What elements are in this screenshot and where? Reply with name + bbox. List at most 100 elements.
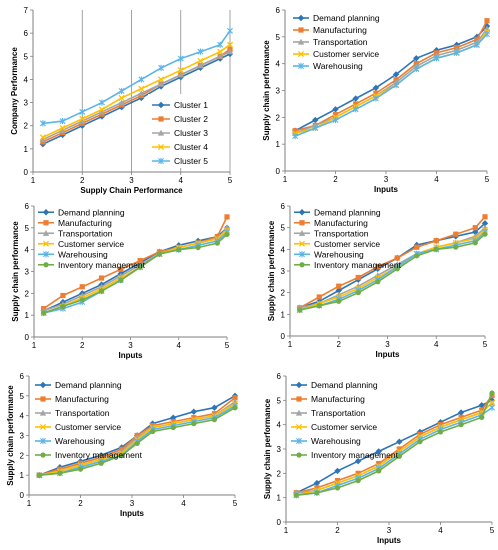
data-point [98, 99, 105, 106]
data-point [211, 404, 218, 411]
legend: Demand planningManufacturingTransportati… [291, 380, 399, 460]
data-point [79, 108, 86, 115]
data-point [393, 82, 400, 89]
data-point [375, 448, 382, 455]
data-point [41, 310, 47, 316]
legend-label: Warehousing [55, 436, 105, 446]
y-tick-label: 0 [25, 333, 30, 342]
legend-marker [158, 116, 164, 122]
legend-marker [296, 452, 302, 458]
x-axis-title: Inputs [374, 185, 399, 194]
data-point [335, 287, 342, 294]
x-tick-label: 3 [129, 176, 134, 185]
legend-label: Inventory management [311, 450, 399, 460]
legend-label: Demand planning [55, 380, 122, 390]
legend-label: Warehousing [313, 61, 363, 71]
legend-marker [296, 437, 302, 445]
legend-marker [39, 423, 47, 431]
data-point [413, 65, 420, 73]
data-point [316, 294, 322, 300]
data-point [137, 264, 143, 270]
data-point [156, 251, 163, 257]
data-point [79, 115, 86, 122]
y-tick-label: 4 [25, 246, 30, 255]
data-point [176, 247, 182, 253]
data-point [433, 238, 439, 244]
data-point [57, 470, 63, 476]
x-tick-label: 1 [27, 499, 32, 508]
data-point [138, 85, 145, 92]
data-point [417, 439, 423, 445]
data-point [118, 277, 124, 283]
data-point [312, 116, 319, 124]
data-point [372, 95, 379, 102]
legend-item: Customer service [293, 49, 379, 59]
legend-label: Warehousing [58, 249, 108, 259]
data-point [98, 106, 106, 113]
y-tick-label: 4 [281, 245, 286, 254]
data-point [376, 468, 382, 474]
data-point [232, 405, 238, 411]
x-tick-label: 2 [337, 340, 342, 349]
legend: Cluster 1 Cluster 2 Cluster 3 Cluster 4 Clus… [148, 94, 222, 168]
y-tick-label: 6 [25, 202, 30, 211]
x-tick-label: 5 [228, 176, 233, 185]
legend-item: Warehousing [291, 436, 361, 446]
data-point [224, 231, 230, 237]
data-point [316, 303, 322, 309]
legend-label: Inventory management [314, 260, 402, 270]
legend-item: Inventory management [294, 260, 402, 270]
data-point [453, 231, 459, 237]
y-tick-label: 2 [24, 122, 29, 131]
data-point [59, 127, 66, 133]
data-point [413, 55, 420, 62]
data-point [479, 414, 485, 420]
x-tick-label: 5 [490, 526, 495, 535]
data-point [98, 460, 104, 466]
data-point [98, 288, 105, 294]
legend-marker [299, 220, 305, 226]
y-tick-label: 3 [277, 445, 282, 454]
y-tick-label: 6 [276, 6, 281, 15]
data-point [39, 120, 46, 127]
data-point [177, 55, 184, 62]
legend-item: Transportation [38, 228, 113, 238]
data-point [457, 409, 465, 416]
y-tick-label: 5 [25, 224, 30, 233]
series-inventory-management [41, 231, 230, 316]
y-tick-label: 0 [24, 168, 29, 177]
data-point [453, 49, 460, 57]
legend-item: Cluster 2 [152, 114, 208, 124]
x-tick-label: 1 [32, 341, 37, 350]
legend: Demand planningManufacturingTransportati… [38, 207, 146, 270]
data-point [472, 225, 478, 231]
legend-marker [42, 230, 50, 236]
data-point [216, 53, 224, 59]
series-inventory-management [293, 390, 495, 498]
y-tick-label: 0 [277, 518, 282, 527]
y-tick-label: 2 [25, 289, 30, 298]
x-axis-title: Inputs [376, 350, 401, 359]
data-point [482, 231, 488, 237]
data-point [118, 99, 125, 106]
data-point [226, 48, 234, 55]
legend-marker [43, 220, 49, 226]
data-point [39, 134, 46, 141]
legend-item: Customer service [35, 422, 121, 432]
data-point [224, 214, 230, 220]
data-point [313, 479, 321, 487]
data-point [134, 440, 140, 447]
x-tick-label: 5 [483, 340, 488, 349]
legend-marker [298, 209, 306, 216]
data-point [355, 274, 361, 281]
y-tick-label: 2 [281, 289, 286, 298]
legend-marker [295, 409, 303, 416]
data-point [354, 457, 362, 465]
x-axis-title: Inputs [119, 351, 144, 360]
data-point [473, 41, 480, 48]
legend-marker [157, 129, 165, 136]
data-point [157, 76, 165, 83]
